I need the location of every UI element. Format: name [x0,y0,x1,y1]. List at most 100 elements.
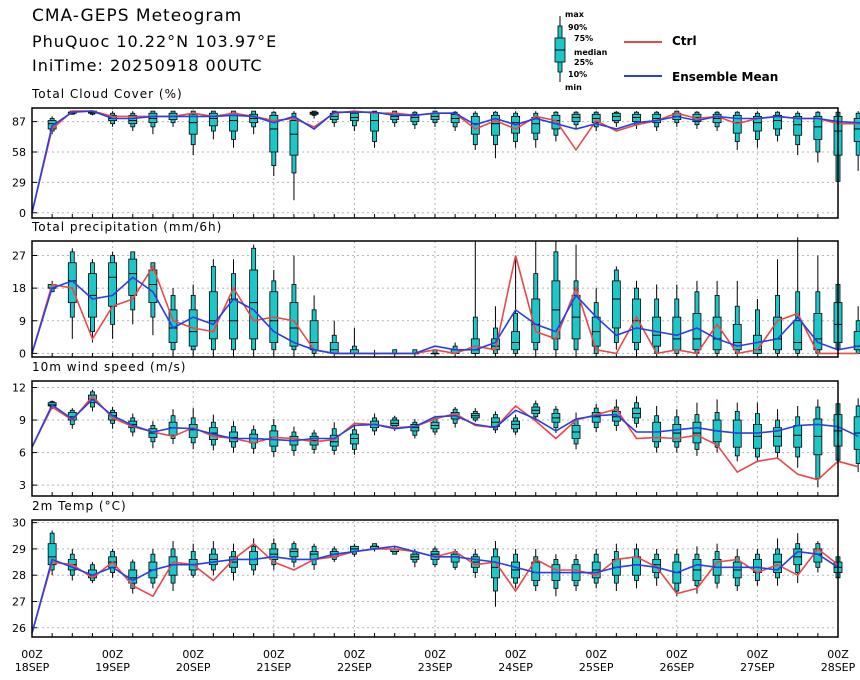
inner-box [511,420,521,430]
y-tick-label: 9 [19,414,26,427]
chart-title: CMA-GEPS Meteogram [32,6,243,26]
inner-box [692,313,702,351]
legend-box-label: max [565,10,585,19]
inner-box [773,114,782,130]
inner-box [148,269,158,304]
inner-box [390,419,400,426]
x-tick-label: 20SEP [176,661,211,674]
y-tick-label: 0 [19,207,26,220]
ctrl-line [31,255,859,355]
inner-box [853,118,860,142]
inner-box [249,269,259,340]
x-tick-label: 00Z [827,648,849,661]
inner-box [773,427,782,447]
x-tick-label: 00Z [344,648,366,661]
inner-box [289,548,299,558]
x-tick-label: 00Z [585,648,607,661]
x-tick-label: 00Z [666,648,688,661]
x-tick-label: 00Z [424,648,446,661]
y-tick-label: 28 [12,569,26,582]
inner-box [128,114,138,125]
panel-title: Total precipitation (mm/6h) [31,220,222,234]
y-tick-label: 0 [19,347,26,360]
y-tick-label: 27 [12,596,26,609]
x-tick-label: 26SEP [660,661,695,674]
panel-frame [31,519,839,638]
inner-box [531,117,541,134]
inner-box [591,412,601,423]
inner-box [793,115,803,136]
init-time-label: IniTime: 20250918 00UTC [32,56,263,75]
legend-box-label: 10% [568,70,587,79]
panel-title: 10m wind speed (m/s) [32,360,186,374]
x-tick-label: 21SEP [257,661,292,674]
inner-box [793,425,803,448]
inner-box [732,323,742,351]
inner-box [370,112,379,132]
inner-box [813,418,823,456]
x-tick-label: 18SEP [15,661,50,674]
inner-box [229,431,238,443]
inner-box [108,262,117,307]
inner-box [793,320,803,351]
inner-box [571,113,581,123]
inner-box [349,112,359,121]
inner-box [692,421,702,444]
location-label: PhuQuoc 10.22°N 103.97°E [32,32,278,51]
x-tick-label: 23SEP [418,661,453,674]
inner-box [773,553,782,573]
y-tick-label: 18 [12,282,26,295]
ensemble-mean-line [31,110,860,213]
inner-box [753,115,762,132]
legend-mean-label: Ensemble Mean [672,70,779,84]
y-tick-label: 87 [12,116,26,129]
legend-box-label: 25% [574,58,593,67]
inner-box [551,114,561,130]
inner-box [349,433,359,445]
y-tick-label: 29 [12,543,26,556]
legend-box-label: min [565,83,582,92]
inner-box [611,280,621,329]
inner-box [632,407,641,419]
ensemble-mean-line [31,276,859,355]
legend-ctrl-label: Ctrl [672,34,697,48]
inner-box [813,313,823,351]
inner-box [229,298,238,340]
legend-box-label: 75% [574,34,593,43]
inner-box [148,112,158,124]
inner-box [208,112,218,127]
y-tick-label: 29 [12,176,26,189]
x-tick-label: 00Z [21,648,43,661]
panel-frame [31,107,839,219]
ctrl-line [31,110,860,213]
inner-box [329,342,339,354]
inner-box [632,556,641,576]
inner-box [491,114,500,136]
inner-box [611,112,621,121]
inner-box [853,331,860,351]
x-tick-label: 00Z [263,648,285,661]
inner-box [813,115,823,140]
inner-box [289,120,299,156]
y-tick-label: 26 [12,622,26,635]
x-tick-label: 00Z [747,648,769,661]
x-tick-label: 25SEP [579,661,614,674]
y-tick-label: 30 [12,517,26,530]
legend-box-label: 90% [568,23,587,32]
x-tick-label: 24SEP [498,661,533,674]
ensemble-mean-line [31,398,859,448]
x-tick-label: 28SEP [821,661,856,674]
inner-box [188,423,198,438]
x-tick-label: 00Z [102,648,124,661]
x-tick-label: 22SEP [337,661,372,674]
inner-box [208,291,218,340]
inner-box [712,316,722,351]
inner-box [128,569,138,584]
inner-box [632,113,641,123]
y-tick-label: 9 [19,315,26,328]
x-tick-label: 27SEP [740,661,775,674]
panel-title: 2m Temp (°C) [32,499,127,513]
y-tick-label: 6 [19,447,26,460]
x-tick-label: 00Z [182,648,204,661]
